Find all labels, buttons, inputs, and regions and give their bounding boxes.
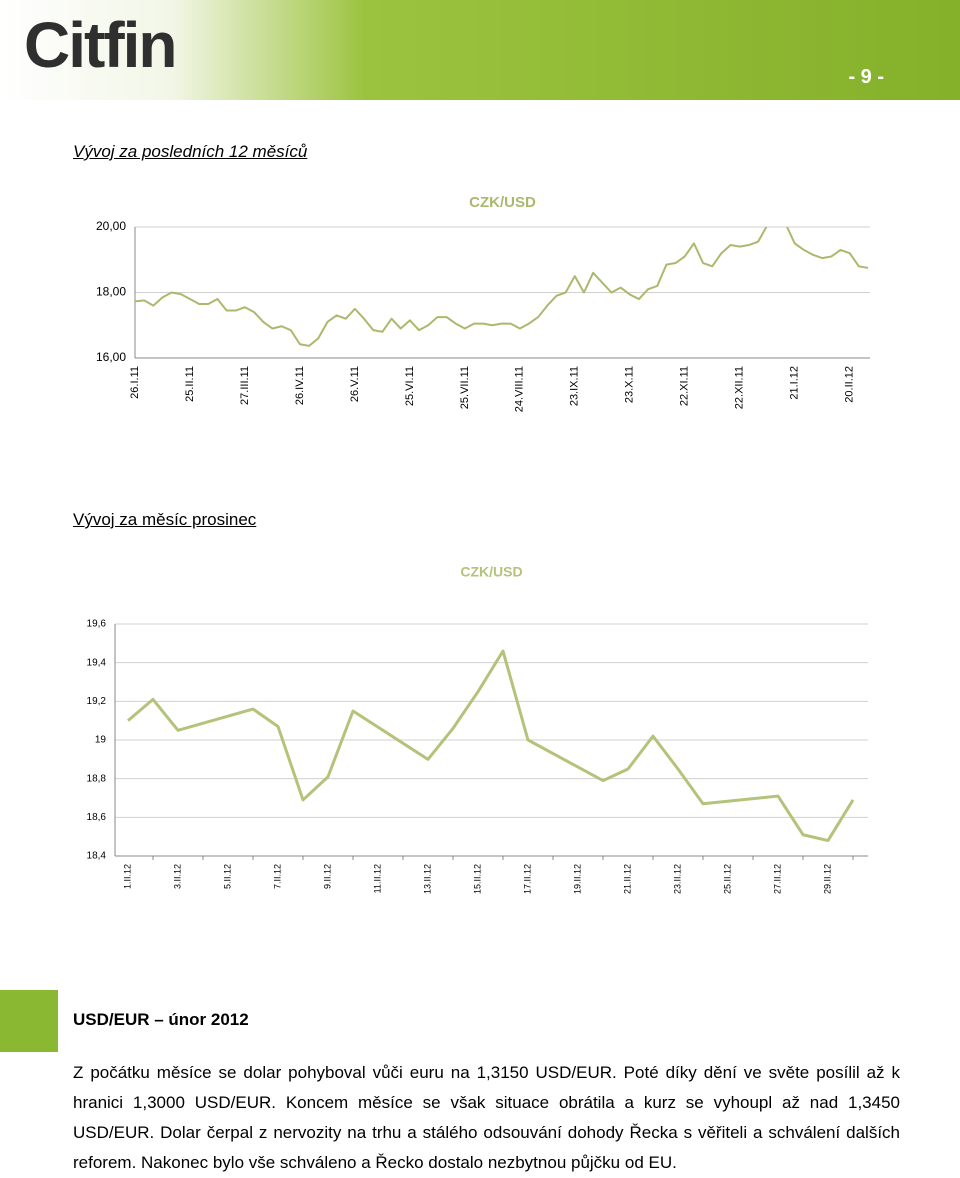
section-heading: Vývoj za měsíc prosinec (73, 510, 257, 529)
x-tick-label: 25.II.12 (722, 864, 732, 894)
y-tick-label: 18,6 (87, 812, 107, 823)
x-tick-label: 26.IV.11 (294, 366, 306, 405)
x-tick-label: 23.IX.11 (569, 366, 581, 406)
x-tick-label: 23.X.11 (624, 366, 636, 403)
x-tick-label: 25.VI.11 (404, 366, 416, 406)
chart-title: CZK/USD (469, 194, 536, 211)
x-tick-label: 25.VII.11 (459, 366, 471, 409)
x-tick-label: 21.II.12 (622, 864, 632, 894)
data-line (135, 227, 869, 347)
x-tick-label: 26.V.11 (349, 366, 361, 402)
x-tick-label: 20.II.12 (844, 366, 856, 403)
article-heading: USD/EUR – únor 2012 (73, 1010, 249, 1029)
x-tick-label: 11.II.12 (372, 864, 382, 893)
y-tick-label: 18,00 (96, 285, 126, 299)
y-tick-label: 19,4 (87, 657, 107, 668)
x-tick-label: 17.II.12 (522, 864, 532, 894)
accent-block (0, 990, 58, 1052)
x-tick-label: 27.III.11 (239, 366, 251, 405)
x-tick-label: 23.II.12 (672, 864, 682, 894)
y-tick-label: 19 (95, 735, 107, 746)
chart-title: CZK/USD (460, 564, 522, 580)
y-tick-label: 18,4 (87, 851, 107, 862)
x-tick-label: 13.II.12 (422, 864, 432, 894)
y-tick-label: 16,00 (96, 350, 126, 364)
x-tick-label: 1.II.12 (122, 864, 132, 889)
x-tick-label: 26.I.11 (129, 366, 141, 399)
y-tick-label: 19,6 (87, 619, 107, 630)
charts: CZK/USD 16,00 18,00 20,00 26.I.11 25.II.11 27.… (87, 194, 870, 894)
y-tick-label: 18,8 (87, 773, 107, 784)
section-heading: Vývoj za posledních 12 měsíců (73, 142, 308, 161)
x-tick-label: 19.II.12 (572, 864, 582, 894)
data-line (127, 649, 855, 843)
y-tick-label: 20,00 (96, 219, 126, 233)
x-tick-label: 29.II.12 (822, 864, 832, 894)
x-tick-label: 3.II.12 (172, 864, 182, 889)
article-paragraph: Z počátku měsíce se dolar pohyboval vůči… (73, 1063, 900, 1172)
x-tick-label: 5.II.12 (222, 864, 232, 889)
x-tick-label: 22.XI.11 (679, 366, 691, 406)
x-tick-label: 27.II.12 (772, 864, 782, 894)
x-tick-label: 22.XII.11 (734, 366, 746, 409)
logo: Citfin (24, 9, 177, 81)
x-tick-label: 15.II.12 (472, 864, 482, 894)
x-tick-label: 25.II.11 (184, 366, 196, 402)
x-tick-label: 7.II.12 (272, 864, 282, 889)
x-tick-label: 9.II.12 (322, 864, 332, 889)
page-number: - 9 - (848, 66, 884, 88)
x-tick-label: 21.I.12 (789, 366, 801, 400)
header-banner (0, 0, 960, 100)
y-tick-label: 19,2 (87, 696, 107, 707)
x-tick-label: 24.VIII.11 (514, 366, 526, 412)
